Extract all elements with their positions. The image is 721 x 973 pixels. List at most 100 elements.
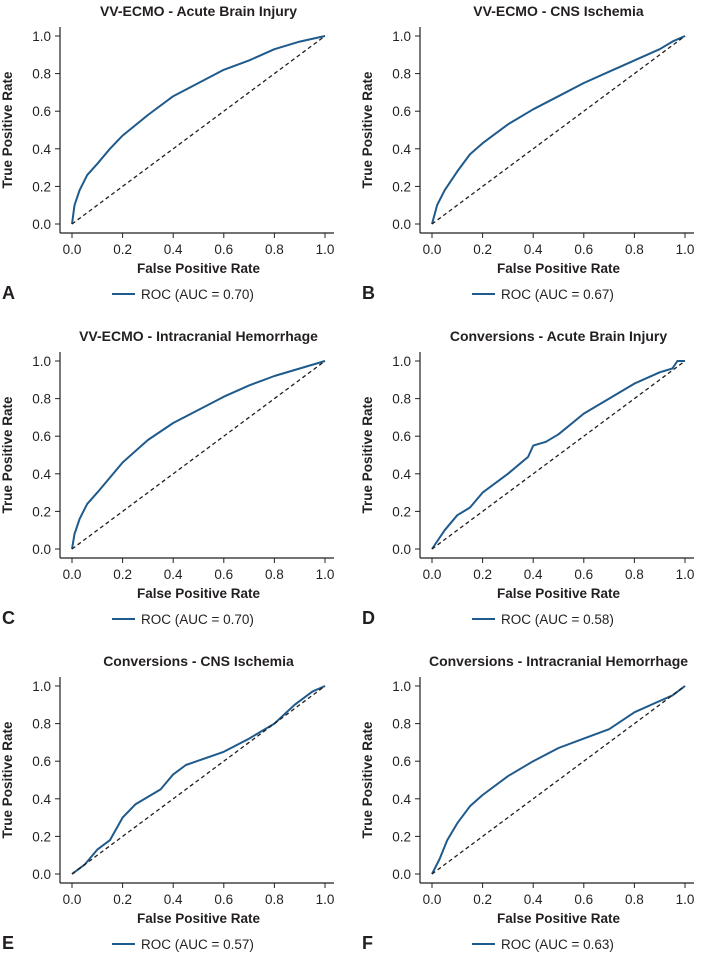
x-tick-label: 1.0 xyxy=(676,892,695,907)
y-tick-label: 0.8 xyxy=(32,717,51,732)
panel-letter: A xyxy=(2,283,15,303)
roc-curve xyxy=(431,685,686,875)
chart-title: VV-ECMO - Intracranial Hemorrhage xyxy=(79,328,318,344)
x-tick-label: 0.8 xyxy=(625,567,644,582)
legend-label: ROC (AUC = 0.63) xyxy=(501,937,614,952)
y-tick-label: 0.8 xyxy=(32,392,51,407)
x-tick-label: 1.0 xyxy=(676,242,695,257)
y-axis-label: True Positive Rate xyxy=(0,396,15,514)
chart-svg: VV-ECMO - Intracranial Hemorrhage 0.0 0.0 0… xyxy=(0,328,334,628)
x-tick-label: 0.2 xyxy=(473,242,492,257)
x-tick-label: 0.6 xyxy=(574,242,593,257)
x-tick-label: 0.4 xyxy=(164,892,183,907)
roc-curve xyxy=(71,360,326,550)
y-tick-label: 0.0 xyxy=(392,542,411,557)
x-axis-label: False Positive Rate xyxy=(497,261,621,276)
x-tick-label: 0.4 xyxy=(164,567,183,582)
y-tick-label: 0.0 xyxy=(32,867,51,882)
x-tick-label: 1.0 xyxy=(676,567,695,582)
x-tick-label: 0.8 xyxy=(625,242,644,257)
y-tick-label: 0.4 xyxy=(392,792,411,807)
x-tick-label: 0.0 xyxy=(423,892,442,907)
y-tick-label: 0.2 xyxy=(392,829,411,844)
chart-title: Conversions - Acute Brain Injury xyxy=(450,328,668,344)
panel-letter: E xyxy=(2,933,14,953)
x-axis-label: False Positive Rate xyxy=(137,261,261,276)
y-tick-label: 0.0 xyxy=(32,542,51,557)
roc-curve xyxy=(431,35,686,225)
y-tick-label: 0.4 xyxy=(32,467,51,482)
chance-line xyxy=(71,685,326,875)
x-tick-label: 0.6 xyxy=(214,242,233,257)
y-tick-label: 0.4 xyxy=(32,792,51,807)
x-tick-label: 1.0 xyxy=(316,892,335,907)
x-tick-label: 0.6 xyxy=(214,892,233,907)
y-tick-label: 0.8 xyxy=(392,392,411,407)
legend-label: ROC (AUC = 0.57) xyxy=(141,937,254,952)
y-axis-label: True Positive Rate xyxy=(360,71,375,189)
x-axis-label: False Positive Rate xyxy=(137,586,261,601)
x-tick-label: 0.2 xyxy=(113,567,132,582)
panel-letter: C xyxy=(2,608,15,628)
x-axis-label: False Positive Rate xyxy=(137,911,261,926)
y-tick-label: 0.4 xyxy=(392,142,411,157)
x-tick-label: 0.4 xyxy=(524,892,543,907)
chance-line xyxy=(71,35,326,225)
x-tick-label: 1.0 xyxy=(316,242,335,257)
y-tick-label: 1.0 xyxy=(392,29,411,44)
y-tick-label: 0.0 xyxy=(392,867,411,882)
y-tick-label: 0.6 xyxy=(32,754,51,769)
chance-line xyxy=(431,685,686,875)
chart-svg: Conversions - Acute Brain Injury 0.0 0.0 0.… xyxy=(360,328,695,628)
chart-svg: Conversions - Intracranial Hemorrhage 0.0… xyxy=(360,653,695,953)
y-tick-label: 0.2 xyxy=(392,504,411,519)
y-tick-label: 0.6 xyxy=(32,104,51,119)
x-tick-label: 0.0 xyxy=(63,892,82,907)
legend-label: ROC (AUC = 0.70) xyxy=(141,612,254,627)
panel-letter: D xyxy=(362,608,375,628)
y-tick-label: 0.0 xyxy=(32,217,51,232)
legend-label: ROC (AUC = 0.58) xyxy=(501,612,614,627)
y-tick-label: 0.8 xyxy=(32,67,51,82)
roc-curve xyxy=(431,360,685,550)
chart-panel-f: Conversions - Intracranial Hemorrhage 0.0… xyxy=(360,650,720,973)
x-tick-label: 0.6 xyxy=(574,567,593,582)
chart-panel-c: VV-ECMO - Intracranial Hemorrhage 0.0 0.0 0… xyxy=(0,325,360,648)
y-tick-label: 0.2 xyxy=(32,829,51,844)
y-tick-label: 1.0 xyxy=(392,354,411,369)
y-tick-label: 1.0 xyxy=(32,29,51,44)
x-tick-label: 0.2 xyxy=(113,242,132,257)
legend-label: ROC (AUC = 0.67) xyxy=(501,287,614,302)
y-tick-label: 1.0 xyxy=(392,679,411,694)
x-tick-label: 0.8 xyxy=(265,567,284,582)
legend-label: ROC (AUC = 0.70) xyxy=(141,287,254,302)
chart-panel-a: VV-ECMO - Acute Brain Injury 0.0 0.0 0.2 0.2… xyxy=(0,0,360,323)
y-tick-label: 0.2 xyxy=(32,179,51,194)
x-tick-label: 0.4 xyxy=(524,567,543,582)
x-tick-label: 0.0 xyxy=(63,567,82,582)
chance-line xyxy=(431,360,686,550)
chart-panel-b: VV-ECMO - CNS Ischemia 0.0 0.0 0.2 0.2 0.4 0.4… xyxy=(360,0,720,323)
x-axis-label: False Positive Rate xyxy=(497,911,621,926)
y-axis-label: True Positive Rate xyxy=(360,721,375,839)
x-tick-label: 0.0 xyxy=(423,242,442,257)
y-tick-label: 0.6 xyxy=(392,754,411,769)
y-tick-label: 0.4 xyxy=(32,142,51,157)
y-tick-label: 0.2 xyxy=(32,504,51,519)
chart-svg: Conversions - CNS Ischemia 0.0 0.0 0.2 0.2 0.… xyxy=(0,653,335,953)
chance-line xyxy=(71,360,326,550)
x-tick-label: 0.8 xyxy=(265,892,284,907)
y-tick-label: 1.0 xyxy=(32,354,51,369)
y-axis-label: True Positive Rate xyxy=(360,396,375,514)
x-tick-label: 0.2 xyxy=(113,892,132,907)
y-tick-label: 0.0 xyxy=(392,217,411,232)
x-tick-label: 0.0 xyxy=(63,242,82,257)
x-axis-label: False Positive Rate xyxy=(497,586,621,601)
x-tick-label: 0.0 xyxy=(423,567,442,582)
chart-svg: VV-ECMO - Acute Brain Injury 0.0 0.0 0.2 0.2… xyxy=(0,3,335,303)
x-tick-label: 0.6 xyxy=(214,567,233,582)
chart-title: VV-ECMO - Acute Brain Injury xyxy=(100,3,297,19)
x-tick-label: 0.8 xyxy=(625,892,644,907)
chart-panel-d: Conversions - Acute Brain Injury 0.0 0.0 0.… xyxy=(360,325,720,648)
y-tick-label: 0.6 xyxy=(392,429,411,444)
